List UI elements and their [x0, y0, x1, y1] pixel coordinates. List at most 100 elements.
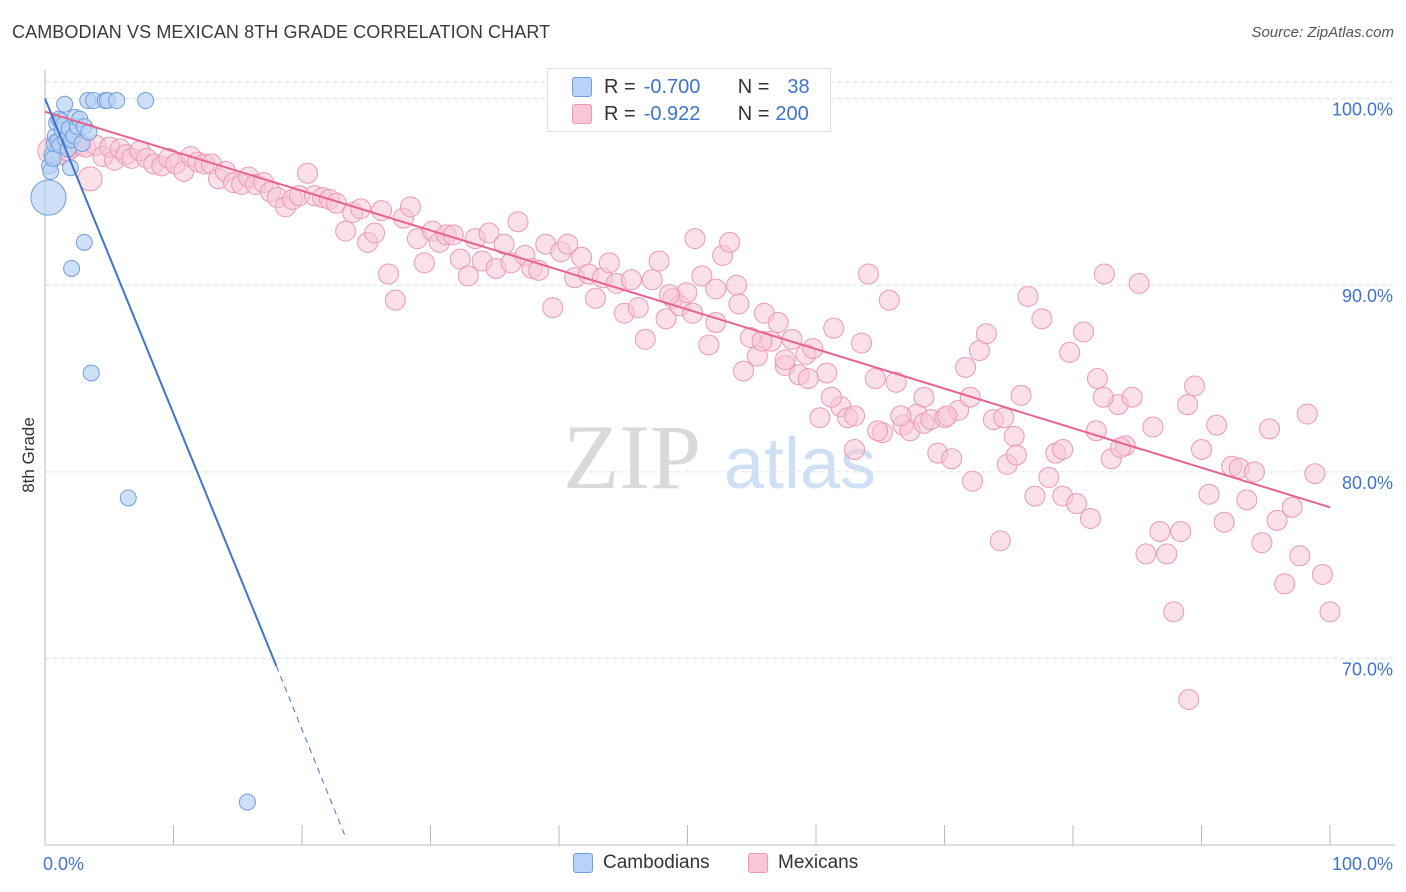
y-tick-label: 90.0% [1342, 286, 1393, 306]
mexicans-point [1319, 601, 1341, 623]
mexicans-point [962, 470, 984, 492]
legend-r-label: R = [604, 102, 636, 125]
mexicans-point [1128, 272, 1150, 294]
mexicans-trend-line [44, 110, 1331, 509]
x-tick-label: 0.0% [43, 854, 84, 874]
chart-source: Source: ZipAtlas.com [1251, 24, 1394, 41]
mexicans-point [507, 211, 529, 233]
cambodians-point [30, 179, 67, 216]
legend-r-value: -0.700 [643, 75, 701, 98]
mexicans-point [1135, 543, 1157, 565]
mexicans-point [557, 233, 579, 255]
mexicans-point [542, 297, 564, 319]
y-axis-label: 8th Grade [19, 417, 38, 493]
mexicans-point [1191, 438, 1212, 460]
cambodians-trend-extension [275, 665, 347, 838]
mexicans-point [1178, 688, 1200, 710]
mexicans-point [641, 269, 663, 291]
tick-labels: 70.0% 80.0% 90.0% 100.0% 0.0% 100.0% [43, 100, 1393, 874]
mexicans-point [627, 297, 649, 319]
mexicans-point [975, 323, 997, 345]
mexicans-point [1085, 420, 1107, 442]
mexicans-point [726, 274, 748, 296]
bottom-legend-label: Mexicans [778, 852, 859, 873]
cambodians-point [75, 233, 93, 251]
cambodians-trend-line [44, 98, 278, 667]
bottom-legend: Cambodians Mexicans [0, 852, 1406, 878]
mexicans-point [478, 222, 500, 244]
mexicans-point [684, 228, 706, 250]
mexicans-point [1311, 563, 1333, 585]
legend-box: R = -0.700 N = 38 R = -0.922 N = 200 [547, 68, 831, 132]
mexicans-point [1003, 425, 1025, 447]
mexicans-point [1177, 394, 1199, 416]
mexicans-point [1149, 521, 1171, 543]
mexicans-point [885, 371, 907, 393]
legend-swatch-blue [572, 77, 592, 97]
swatch-pink [748, 853, 768, 873]
y-tick-label: 100.0% [1332, 100, 1393, 120]
mexicans-point [297, 162, 319, 184]
mexicans-point [1184, 375, 1206, 397]
mexicans-point [384, 289, 406, 311]
mexicans-point [1266, 509, 1288, 531]
y-tick-label: 70.0% [1342, 659, 1393, 679]
cambodians-point [56, 95, 74, 113]
bottom-legend-cambodians[interactable]: Cambodians [573, 852, 710, 874]
mexicans-point [1274, 573, 1296, 595]
mexicans-point [1296, 403, 1318, 425]
watermark-zip: ZIP [563, 406, 701, 508]
legend-row-mexicans: R = -0.922 N = 200 [572, 101, 809, 127]
mexicans-point [1281, 496, 1303, 518]
mexicans-point [1079, 507, 1101, 529]
mexicans-point [1206, 414, 1228, 436]
mexicans-point [774, 349, 796, 371]
x-tick-label: 100.0% [1332, 854, 1393, 874]
trend-lines [44, 98, 1331, 838]
mexicans-point [1005, 444, 1027, 466]
mexicans-point [698, 334, 720, 356]
legend-n-value: 200 [775, 102, 809, 125]
mexicans-point [1236, 489, 1258, 511]
chart-title: CAMBODIAN VS MEXICAN 8TH GRADE CORRELATI… [12, 22, 551, 42]
legend-r-label: R = [604, 75, 636, 98]
legend-swatch-pink [572, 104, 592, 124]
mexicans-point [809, 407, 831, 429]
mexicans-point [335, 220, 357, 242]
mexicans-point [936, 405, 958, 427]
mexicans-point [1156, 543, 1178, 565]
mexicans-point [1066, 493, 1088, 515]
legend-n-label: N = [737, 75, 770, 98]
mexicans-point [493, 233, 515, 255]
mexicans-point [634, 328, 656, 350]
mexicans-point [1198, 483, 1220, 505]
watermark-atlas: atlas [724, 424, 876, 504]
mexicans-point [705, 278, 727, 300]
mexicans-point [1073, 321, 1095, 343]
mexicans-point [733, 360, 755, 382]
mexicans-point [676, 282, 698, 304]
mexicans-point [598, 252, 620, 274]
mexicans-point [1259, 418, 1281, 440]
mexicans-point [797, 368, 819, 390]
mexicans-point [864, 368, 886, 390]
mexicans-point [913, 386, 935, 408]
mexicans-point [850, 332, 872, 354]
cambodians-point [82, 364, 100, 382]
mexicans-point [1289, 545, 1311, 567]
bottom-legend-label: Cambodians [603, 852, 710, 873]
mexicans-point [844, 405, 866, 427]
mexicans-point [1213, 511, 1235, 533]
mexicans-point [1121, 386, 1143, 408]
mexicans-point [377, 263, 399, 285]
mexicans-point [878, 289, 900, 311]
mexicans-point [620, 269, 642, 291]
bottom-legend-mexicans[interactable]: Mexicans [748, 852, 858, 874]
mexicans-point [816, 362, 838, 384]
mexicans-point [1031, 308, 1053, 330]
mexicans-point [751, 330, 773, 352]
mexicans-point [1304, 463, 1326, 485]
mexicans-point [691, 265, 713, 287]
mexicans-point [1038, 466, 1060, 488]
